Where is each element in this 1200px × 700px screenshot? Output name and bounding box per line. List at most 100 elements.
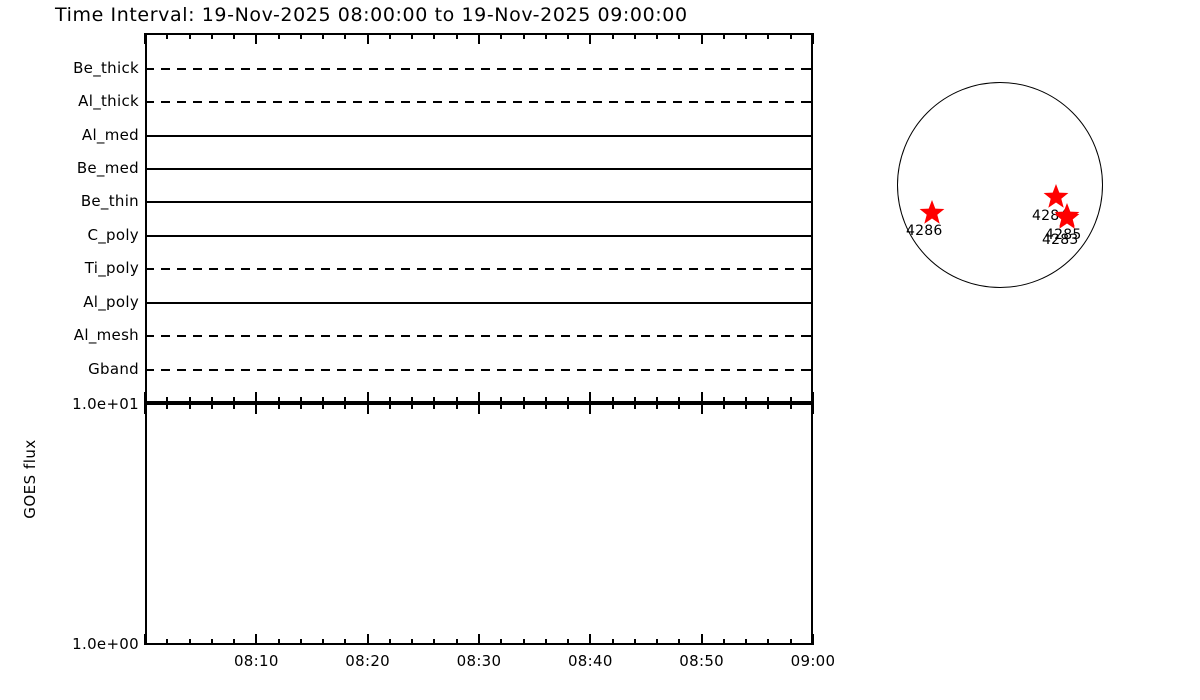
x-tick-mid-down: [433, 403, 436, 409]
channel-line-ti_poly: [145, 268, 813, 270]
page-title: Time Interval: 19-Nov-2025 08:00:00 to 1…: [55, 4, 688, 26]
channel-tick-right-be_thick: [804, 68, 813, 70]
x-tick-label: 08:10: [233, 652, 279, 670]
x-tick-top: [188, 33, 191, 39]
x-tick-mid-up: [633, 397, 636, 403]
channel-tick-left-be_thick: [145, 68, 154, 70]
x-tick-mid-down: [789, 403, 792, 409]
x-tick-bottom: [255, 634, 258, 645]
active-region-label-4283: 4283: [1042, 232, 1079, 248]
channel-label-be_thick: Be_thick: [73, 59, 139, 77]
channel-label-al_poly: Al_poly: [83, 293, 139, 311]
x-tick-top: [567, 33, 570, 39]
x-tick-top: [411, 33, 414, 39]
x-tick-label: 08:30: [456, 652, 502, 670]
channel-tick-right-al_med: [804, 135, 813, 137]
x-tick-top: [299, 33, 302, 39]
x-tick-mid-down: [233, 403, 236, 409]
channel-label-al_thick: Al_thick: [78, 92, 139, 110]
x-tick-mid-down: [700, 403, 703, 414]
x-tick-top: [166, 33, 169, 39]
channel-tick-left-ti_poly: [145, 268, 154, 270]
x-tick-bottom: [411, 639, 414, 645]
x-tick-top: [233, 33, 236, 39]
x-tick-bottom: [522, 639, 525, 645]
x-tick-bottom: [767, 639, 770, 645]
channel-line-be_med: [145, 168, 813, 170]
x-tick-mid-up: [544, 397, 547, 403]
channel-label-be_thin: Be_thin: [80, 192, 139, 210]
channel-tick-left-gband: [145, 369, 154, 371]
x-tick-label: 09:00: [790, 652, 836, 670]
x-tick-mid-up: [233, 397, 236, 403]
x-tick-mid-down: [144, 403, 146, 414]
x-tick-bottom: [455, 639, 458, 645]
x-tick-label: 08:40: [567, 652, 613, 670]
x-tick-mid-down: [544, 403, 547, 409]
x-tick-label: 08:50: [679, 652, 725, 670]
x-tick-mid-down: [344, 403, 347, 409]
x-tick-mid-up: [522, 397, 525, 403]
x-tick-mid-up: [567, 397, 570, 403]
x-tick-mid-down: [455, 403, 458, 409]
x-tick-bottom: [299, 639, 302, 645]
y-tick-label-top: 1.0e+01: [72, 395, 139, 413]
x-tick-mid-up: [388, 397, 391, 403]
x-tick-mid-up: [478, 392, 480, 403]
x-tick-mid-up: [166, 397, 169, 403]
x-tick-bottom: [188, 639, 191, 645]
x-tick-top: [255, 33, 258, 44]
x-tick-bottom: [500, 639, 503, 645]
x-tick-mid-up: [678, 397, 681, 403]
x-tick-mid-down: [656, 403, 659, 409]
x-tick-top: [522, 33, 525, 39]
x-tick-mid-down: [210, 403, 213, 409]
x-tick-bottom: [589, 634, 592, 645]
channel-tick-left-al_poly: [145, 302, 154, 304]
channel-tick-right-gband: [804, 369, 813, 371]
channel-label-gband: Gband: [88, 360, 139, 378]
x-tick-mid-down: [322, 403, 325, 409]
x-tick-top: [544, 33, 547, 39]
x-tick-bottom: [745, 639, 748, 645]
channel-line-c_poly: [145, 235, 813, 237]
x-tick-mid-up: [322, 397, 325, 403]
x-tick-mid-up: [144, 392, 146, 403]
x-tick-mid-up: [344, 397, 347, 403]
channel-line-be_thick: [145, 68, 813, 70]
x-tick-bottom: [322, 639, 325, 645]
x-tick-mid-down: [633, 403, 636, 409]
x-tick-mid-up: [745, 397, 748, 403]
x-tick-bottom: [633, 639, 636, 645]
x-tick-mid-down: [745, 403, 748, 409]
x-tick-bottom: [388, 639, 391, 645]
x-tick-top: [722, 33, 725, 39]
x-tick-mid-up: [722, 397, 725, 403]
channel-line-gband: [145, 369, 813, 371]
channel-label-ti_poly: Ti_poly: [84, 259, 139, 277]
x-tick-top: [210, 33, 213, 39]
x-tick-bottom: [233, 639, 236, 645]
x-tick-bottom: [144, 634, 146, 645]
x-tick-top: [344, 33, 347, 39]
x-tick-top: [144, 33, 146, 44]
channel-tick-left-be_med: [145, 168, 154, 170]
channel-line-al_thick: [145, 101, 813, 103]
x-tick-mid-up: [411, 397, 414, 403]
x-tick-top: [633, 33, 636, 39]
channel-line-al_med: [145, 135, 813, 137]
x-tick-top: [745, 33, 748, 39]
channel-tick-left-al_med: [145, 135, 154, 137]
x-tick-mid-down: [388, 403, 391, 409]
active-region-label-4286: 4286: [906, 223, 943, 239]
channel-tick-left-al_mesh: [145, 335, 154, 337]
x-tick-mid-down: [366, 403, 369, 414]
x-tick-bottom: [611, 639, 614, 645]
y-tick-label-bottom: 1.0e+00: [72, 635, 139, 653]
x-tick-bottom: [678, 639, 681, 645]
channel-tick-right-be_thin: [804, 201, 813, 203]
x-tick-bottom: [210, 639, 213, 645]
filter-channel-panel: [145, 33, 813, 403]
x-tick-top: [789, 33, 792, 39]
goes-flux-panel: [145, 403, 813, 645]
